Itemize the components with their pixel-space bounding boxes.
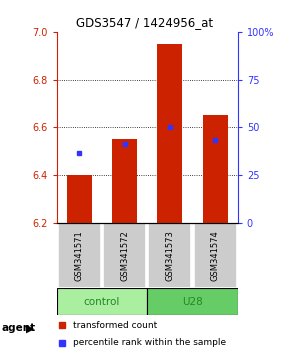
Text: ▶: ▶ <box>26 323 34 333</box>
Text: GDS3547 / 1424956_at: GDS3547 / 1424956_at <box>77 16 213 29</box>
FancyBboxPatch shape <box>147 288 238 315</box>
FancyBboxPatch shape <box>57 288 147 315</box>
Text: percentile rank within the sample: percentile rank within the sample <box>73 338 226 347</box>
Text: agent: agent <box>1 323 36 333</box>
Text: GSM341571: GSM341571 <box>75 230 84 280</box>
FancyBboxPatch shape <box>58 223 101 288</box>
Bar <box>67 175 92 223</box>
Bar <box>203 115 228 223</box>
Text: GSM341573: GSM341573 <box>165 230 174 281</box>
FancyBboxPatch shape <box>194 223 237 288</box>
FancyBboxPatch shape <box>103 223 146 288</box>
Bar <box>157 44 182 223</box>
Text: GSM341572: GSM341572 <box>120 230 129 280</box>
FancyBboxPatch shape <box>148 223 191 288</box>
Text: U28: U28 <box>182 297 203 307</box>
Text: transformed count: transformed count <box>73 321 157 330</box>
Text: GSM341574: GSM341574 <box>211 230 220 280</box>
Text: control: control <box>84 297 120 307</box>
Bar <box>112 139 137 223</box>
